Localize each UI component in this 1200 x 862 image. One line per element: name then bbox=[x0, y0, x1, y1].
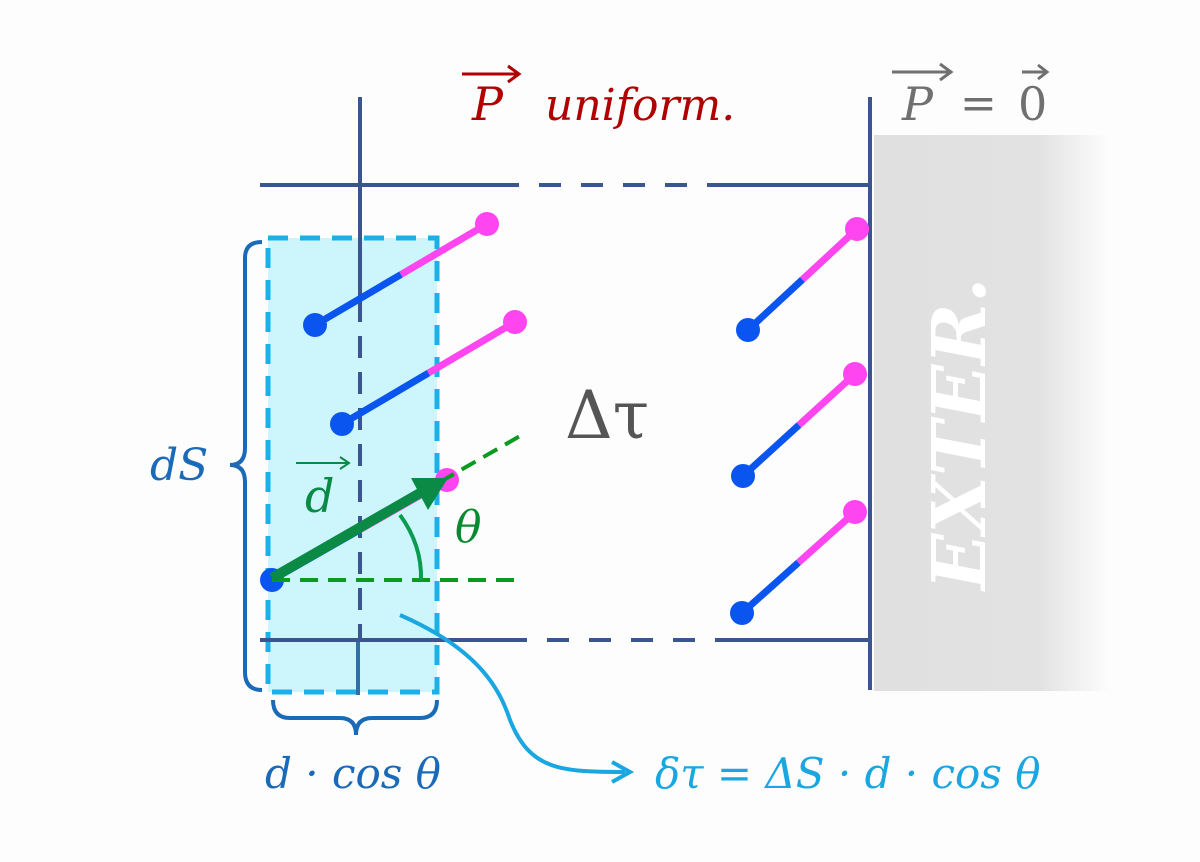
dipole bbox=[736, 217, 869, 342]
exterior-region bbox=[874, 135, 1110, 691]
dipole-positive-half bbox=[796, 509, 858, 566]
positive-charge bbox=[503, 310, 527, 334]
theta-angle-arc bbox=[398, 513, 424, 581]
delta-tau-label: Δτ bbox=[565, 377, 649, 454]
negative-charge bbox=[330, 412, 354, 436]
positive-charge bbox=[843, 500, 867, 524]
positive-charge bbox=[845, 217, 869, 241]
negative-charge bbox=[736, 318, 760, 342]
dipole-negative-half bbox=[745, 276, 805, 333]
ds-label: dS bbox=[150, 440, 208, 491]
d-cos-theta-label: d · cos θ bbox=[265, 749, 441, 798]
zero-vector-arrowhead bbox=[1037, 63, 1050, 81]
negative-charge bbox=[731, 464, 755, 488]
dipole-positive-half bbox=[800, 226, 860, 283]
d-vector-label: d bbox=[305, 469, 334, 523]
dipole-negative-half bbox=[313, 271, 403, 329]
d-vector-arrowhead bbox=[411, 478, 448, 510]
p-zero-arrowhead-left bbox=[939, 62, 954, 82]
ds-brace bbox=[229, 240, 263, 692]
d-vector-arrow bbox=[269, 488, 423, 583]
p-symbol: P bbox=[471, 77, 504, 131]
dipole-negative-half bbox=[340, 369, 431, 428]
dipole-positive-half bbox=[399, 220, 489, 278]
formula-pointer-arrowhead bbox=[611, 760, 635, 784]
dipole-positive-half bbox=[796, 371, 858, 428]
dielectric-frame bbox=[260, 97, 872, 695]
dipole bbox=[330, 310, 527, 436]
formula-label: δτ = ΔS · d · cos θ bbox=[655, 749, 1041, 798]
d-cos-theta-brace bbox=[271, 699, 439, 736]
zero-vector-symbol: 0 bbox=[1018, 77, 1047, 131]
p-zero-equals: = bbox=[960, 78, 997, 129]
positive-charge bbox=[475, 212, 499, 236]
theta-label: θ bbox=[455, 502, 482, 553]
negative-charge bbox=[303, 313, 327, 337]
dipole bbox=[730, 500, 867, 625]
dipole-positive-half bbox=[426, 318, 517, 377]
formula-pointer-curve bbox=[399, 613, 626, 774]
exterior-label: EXTER. bbox=[917, 277, 1003, 592]
positive-charge bbox=[843, 362, 867, 386]
dipole-negative-half bbox=[740, 422, 802, 479]
d-vector-symbol-arrowhead bbox=[339, 456, 351, 470]
dipole-axis-extension bbox=[439, 434, 521, 484]
dipole-negative-half bbox=[739, 559, 801, 616]
p-zero-symbol: P bbox=[901, 77, 934, 131]
dipole bbox=[731, 362, 867, 488]
volume-element-slab bbox=[265, 235, 440, 695]
p-vector-arrowhead bbox=[507, 64, 522, 84]
negative-charge bbox=[730, 601, 754, 625]
p-uniform-label: uniform. bbox=[545, 80, 735, 131]
dipole bbox=[303, 212, 499, 337]
